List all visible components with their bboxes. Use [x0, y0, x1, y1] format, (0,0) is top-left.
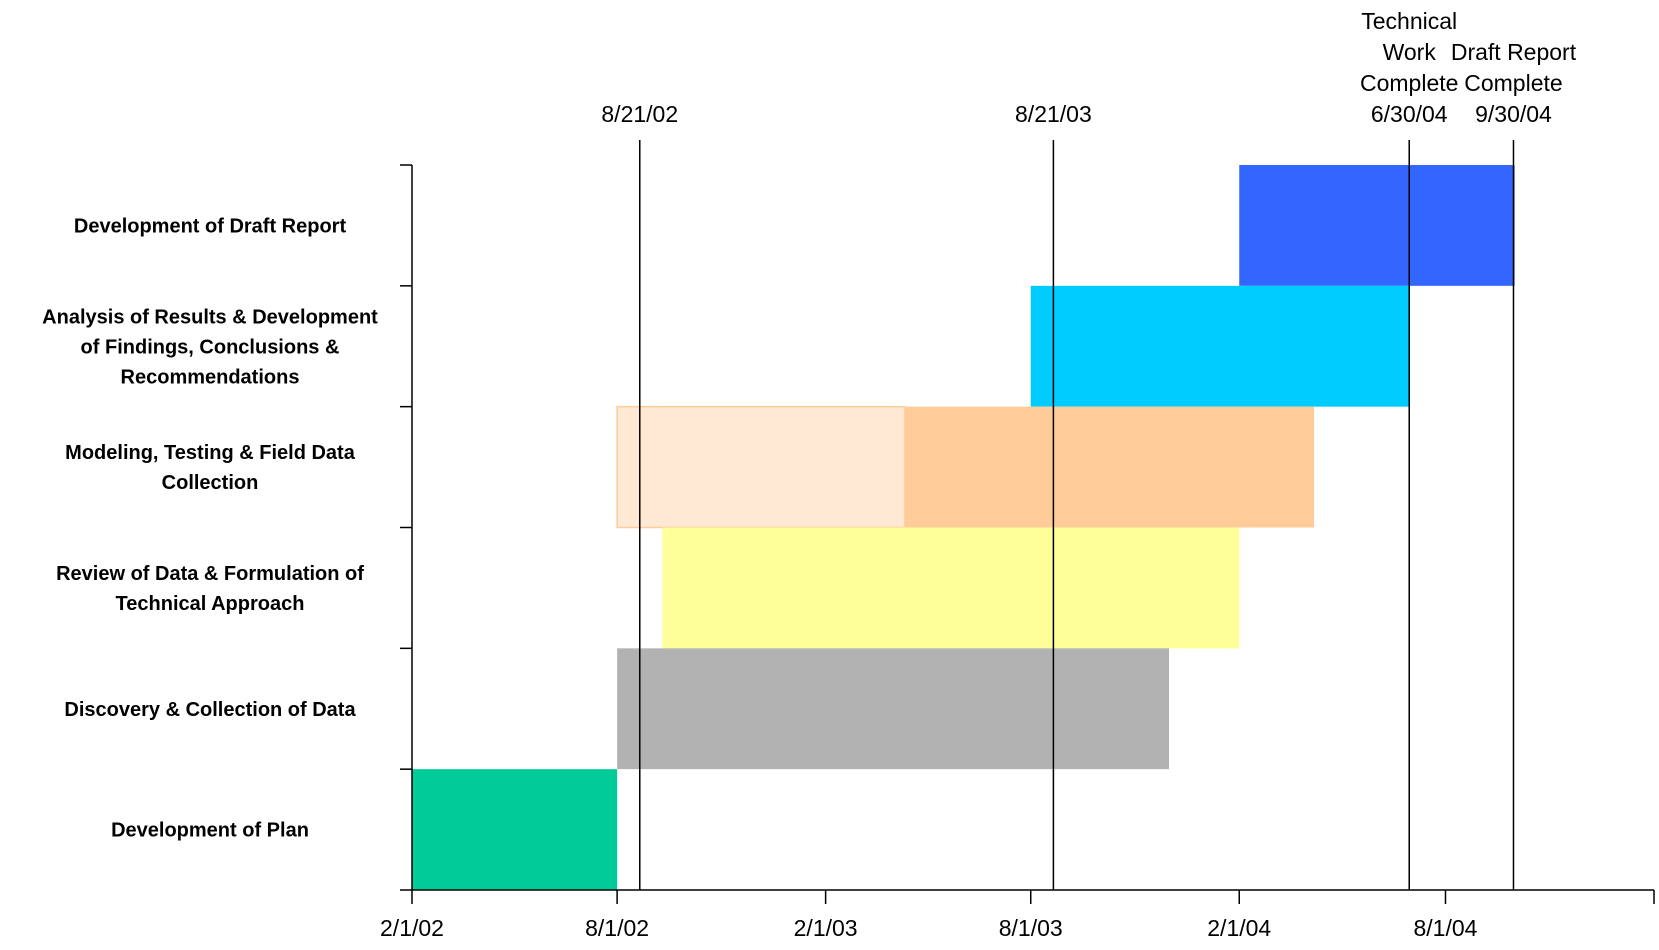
task-label: Discovery & Collection of Data	[64, 699, 356, 721]
y-axis	[400, 164, 413, 891]
task-bar-light-segment	[616, 405, 906, 529]
milestone-label: Technical Work Complete 6/30/04	[1360, 8, 1458, 127]
milestone-lines: 8/21/02 8/21/03 Technical Work Complete 6/30/…	[601, 8, 1577, 890]
x-tick-label: 2/1/02	[380, 915, 444, 941]
task-bar	[1030, 285, 1410, 407]
x-tick-label: 8/1/03	[999, 915, 1063, 941]
milestone-label: Draft Report Complete 9/30/04	[1451, 39, 1577, 127]
milestone-label: 8/21/02	[601, 101, 678, 127]
task-bars	[412, 165, 1515, 890]
x-tick-label: 8/1/04	[1414, 915, 1478, 941]
milestone-label: 8/21/03	[1015, 101, 1092, 127]
x-tick-label: 8/1/02	[585, 915, 649, 941]
task-bar	[662, 527, 1240, 649]
task-bar	[617, 648, 1169, 770]
task-label: Development of Plan	[111, 820, 309, 842]
task-labels: Development of Draft Report Analysis of R…	[42, 215, 378, 841]
task-label: Analysis of Results & Development of Find…	[42, 306, 378, 388]
task-label: Review of Data & Formulation of Technical…	[56, 563, 364, 615]
task-label: Modeling, Testing & Field Data Collection	[65, 442, 356, 494]
task-bar	[1239, 165, 1515, 286]
x-tick-label: 2/1/04	[1207, 915, 1271, 941]
x-tick-label: 2/1/03	[794, 915, 858, 941]
task-bar	[412, 769, 618, 890]
x-axis: 2/1/02 8/1/02 2/1/03 8/1/03 2/1/04 8/1/04	[380, 889, 1655, 941]
task-label: Development of Draft Report	[74, 215, 347, 237]
